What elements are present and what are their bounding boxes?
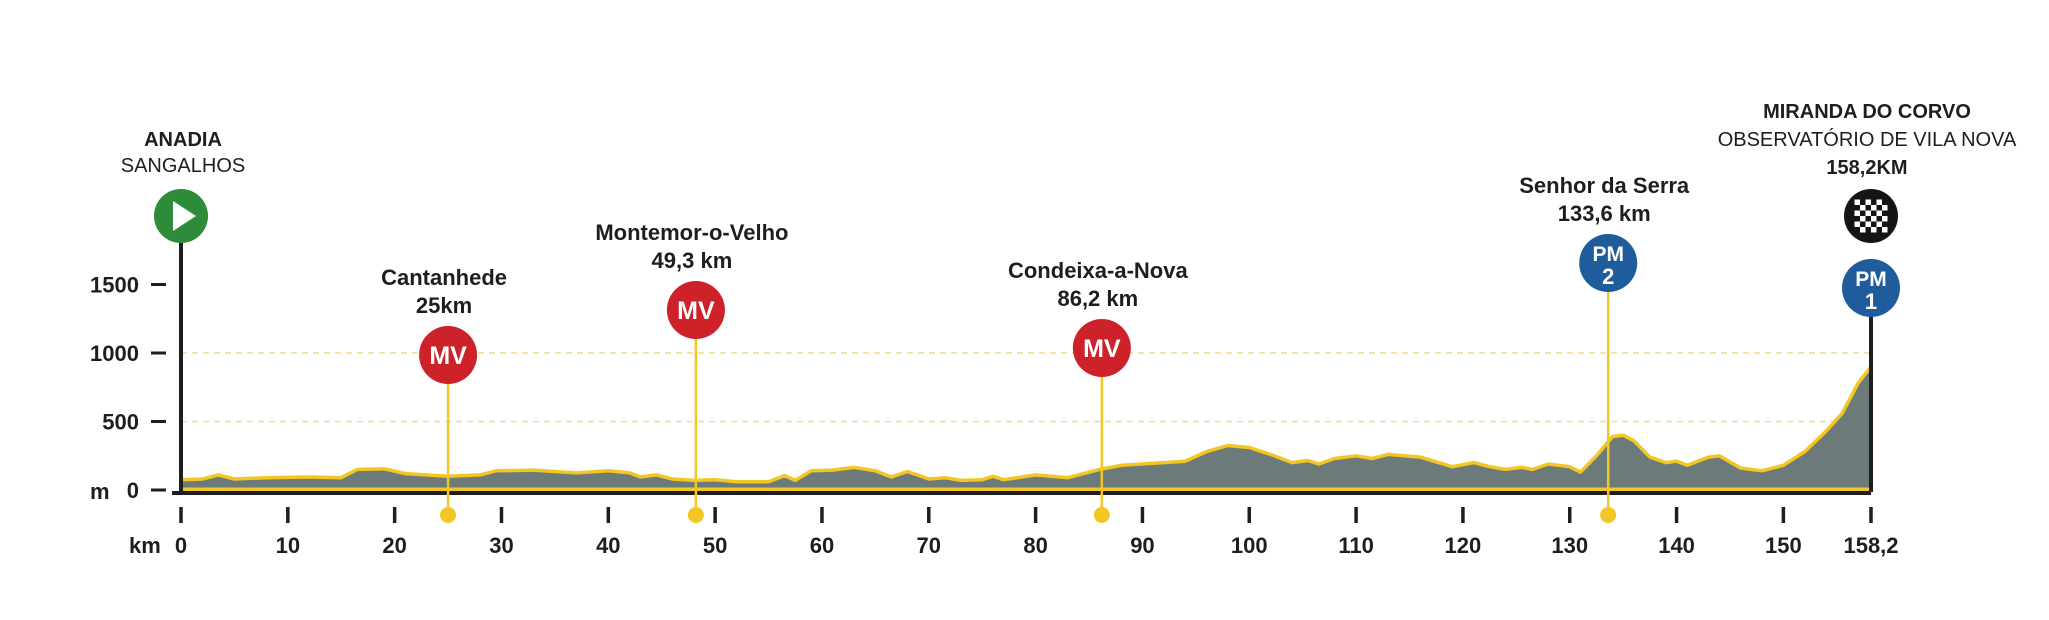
checkered-square <box>1860 205 1866 211</box>
grid-layer <box>181 352 1871 423</box>
sprint-badge-1 <box>666 281 725 339</box>
start-place-label: SANGALHOS <box>121 155 245 177</box>
checkered-square <box>1860 227 1866 233</box>
elevation-area <box>181 366 1871 490</box>
checkered-flag-icon <box>1854 199 1888 233</box>
point-name-0: Cantanhede <box>381 265 507 290</box>
y-tick-label-500: 500 <box>102 410 139 435</box>
climb-badge-4 <box>1842 259 1900 317</box>
checkered-square <box>1865 221 1871 227</box>
point-name-1: Montemor-o-Velho <box>595 220 788 245</box>
y-unit-label: m <box>90 479 110 504</box>
point-distance-0: 25km <box>416 293 472 318</box>
x-tick-label-120: 120 <box>1445 533 1482 558</box>
checkered-square <box>1882 205 1888 211</box>
point-dot-3 <box>1600 507 1617 523</box>
start-play-icon <box>173 201 196 231</box>
x-tick-label-150: 150 <box>1765 533 1802 558</box>
marker-layer: ANADIA SANGALHOS MIRANDA DO CORVO OBSERVATÓ… <box>121 101 2017 523</box>
x-unit-label: km <box>129 533 161 558</box>
checkered-square <box>1860 216 1866 222</box>
point-dot-1 <box>687 507 704 523</box>
x-tick-label-0: 0 <box>175 533 187 558</box>
point-name-2: Condeixa-a-Nova <box>1008 258 1188 283</box>
badge-label-0: MV <box>429 342 467 370</box>
y-tick-label-1500: 1500 <box>90 273 139 298</box>
sprint-badge-2 <box>1072 319 1131 377</box>
y-tick-label-1000: 1000 <box>90 341 139 366</box>
checkered-square <box>1865 210 1871 216</box>
x-tick-label-110: 110 <box>1338 533 1374 558</box>
checkered-square <box>1876 221 1882 227</box>
elevation-outline <box>180 365 1873 484</box>
x-tick-label-40: 40 <box>596 533 620 558</box>
finish-distance-label: 158,2KM <box>1826 157 1907 179</box>
x-tick-label-80: 80 <box>1023 533 1047 558</box>
checkered-square <box>1854 199 1860 205</box>
x-tick-label-90: 90 <box>1130 533 1154 558</box>
checkered-square <box>1871 216 1877 222</box>
badge-category-4: 1 <box>1865 289 1877 314</box>
x-tick-label-10: 10 <box>276 533 300 558</box>
checkered-square <box>1882 216 1888 222</box>
checkered-square <box>1854 210 1860 216</box>
climb-badge-3 <box>1579 234 1638 292</box>
point-distance-1: 49,3 km <box>652 248 733 273</box>
x-tick-label-130: 130 <box>1551 533 1588 558</box>
start-town-label: ANADIA <box>144 129 222 151</box>
finish-town-label: MIRANDA DO CORVO <box>1763 101 1971 123</box>
checkered-square <box>1876 199 1882 205</box>
x-tick-label-100: 100 <box>1231 533 1268 558</box>
checkered-square <box>1871 205 1877 211</box>
checkered-square <box>1882 227 1888 233</box>
sprint-badge-0 <box>419 326 478 384</box>
checkered-square <box>1871 227 1877 233</box>
point-dot-2 <box>1093 507 1110 523</box>
checkered-square <box>1865 199 1871 205</box>
point-distance-3: 133,6 km <box>1558 201 1651 226</box>
y-tick-label-0: 0 <box>127 478 139 503</box>
point-dot-0 <box>440 507 457 523</box>
x-tick-label-70: 70 <box>917 533 941 558</box>
badge-label-1: MV <box>677 297 715 325</box>
badge-label-3: PM <box>1592 243 1624 266</box>
checkered-square <box>1876 210 1882 216</box>
x-tick-label-60: 60 <box>810 533 834 558</box>
finish-place-label: OBSERVATÓRIO DE VILA NOVA <box>1718 128 2017 151</box>
x-tick-label-140: 140 <box>1658 533 1695 558</box>
x-tick-label-20: 20 <box>382 533 406 558</box>
point-distance-2: 86,2 km <box>1057 286 1138 311</box>
x-tick-label-158.2: 158,2 <box>1843 533 1898 558</box>
x-tick-label-50: 50 <box>703 533 727 558</box>
profile-layer <box>180 365 1873 493</box>
x-tick-label-30: 30 <box>489 533 513 558</box>
checkered-square <box>1854 221 1860 227</box>
badge-category-3: 2 <box>1602 264 1614 289</box>
badge-label-4: PM <box>1855 268 1887 291</box>
point-name-3: Senhor da Serra <box>1519 173 1690 198</box>
badge-label-2: MV <box>1083 335 1121 363</box>
